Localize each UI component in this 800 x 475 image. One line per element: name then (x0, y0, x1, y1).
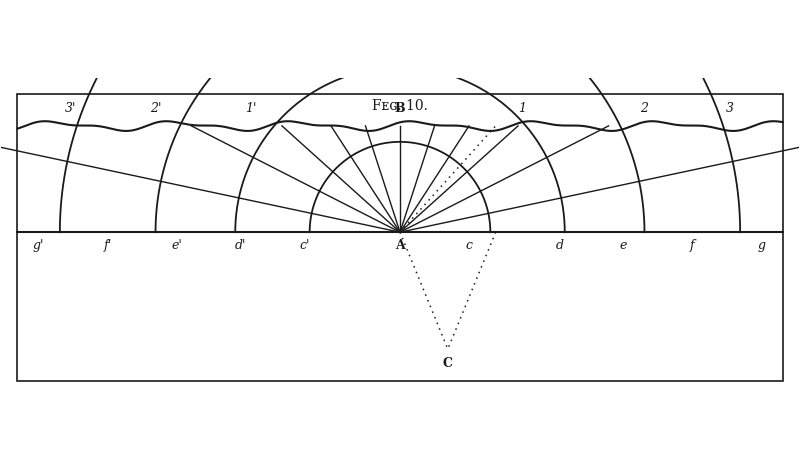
Text: d': d' (235, 238, 246, 252)
Text: c': c' (299, 238, 310, 252)
Text: C: C (443, 357, 453, 370)
Text: 2': 2' (150, 102, 162, 115)
Text: 1': 1' (246, 102, 257, 115)
Text: 3': 3' (65, 102, 76, 115)
Text: 2: 2 (641, 102, 649, 115)
Text: g: g (758, 238, 766, 252)
Text: f': f' (104, 238, 112, 252)
Text: Fᴇɢ. 10.: Fᴇɢ. 10. (372, 99, 428, 114)
Text: d: d (555, 238, 563, 252)
Text: e: e (619, 238, 627, 252)
Text: 1: 1 (518, 102, 526, 115)
Text: f: f (690, 238, 694, 252)
Text: B: B (394, 102, 406, 115)
Text: g': g' (33, 238, 44, 252)
Text: 3: 3 (726, 102, 734, 115)
Text: e': e' (171, 238, 182, 252)
Text: c: c (466, 238, 473, 252)
Text: A: A (395, 238, 405, 252)
